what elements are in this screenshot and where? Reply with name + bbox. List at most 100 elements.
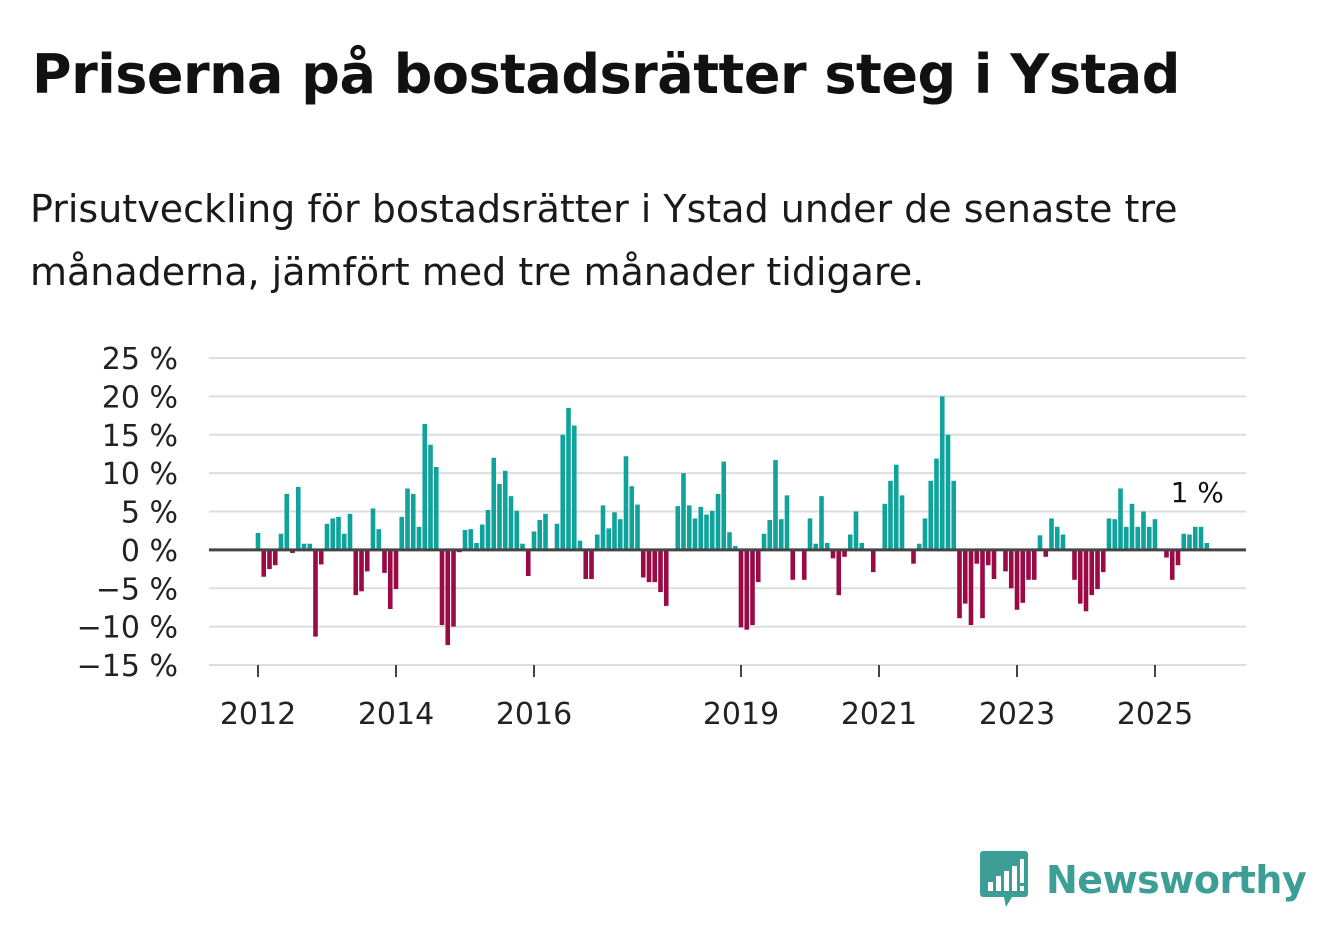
- bar: [727, 532, 732, 550]
- bar: [773, 460, 778, 550]
- bar: [646, 549, 652, 583]
- bar: [1003, 549, 1008, 572]
- bar: [353, 549, 359, 596]
- bar: [1089, 549, 1095, 596]
- bar: [290, 549, 295, 553]
- bar: [721, 461, 727, 550]
- bar: [612, 512, 617, 550]
- bar: [1146, 526, 1152, 550]
- bar: [755, 549, 761, 583]
- bar: [1118, 488, 1123, 550]
- y-tick-label: 0 %: [121, 534, 178, 569]
- bar: [514, 510, 520, 550]
- bar: [589, 549, 594, 580]
- bar: [974, 549, 980, 564]
- bar: [267, 549, 272, 570]
- bar: [916, 543, 922, 550]
- bar: [577, 540, 583, 550]
- x-tick-label: 2023: [979, 697, 1055, 732]
- bar: [617, 519, 623, 550]
- bar: [359, 549, 364, 592]
- bar: [295, 486, 301, 550]
- bar: [387, 549, 393, 609]
- x-axis-ticks: 2012 2014 2016 2019 2021 2023 2025: [220, 665, 1193, 732]
- bar: [491, 457, 497, 550]
- bar: [888, 480, 893, 550]
- bar: [416, 526, 422, 550]
- bar: [272, 549, 278, 566]
- bar: [462, 529, 468, 550]
- y-tick-label: −10 %: [77, 611, 178, 646]
- bar: [1152, 519, 1158, 550]
- bar: [709, 510, 715, 550]
- bar: [738, 549, 744, 628]
- bar: [658, 549, 663, 593]
- bar: [824, 542, 830, 550]
- bar: [1135, 526, 1141, 550]
- bar: [422, 424, 428, 550]
- bar-chart-speech-icon: [980, 851, 1028, 907]
- bar: [410, 493, 416, 550]
- bar: [502, 470, 508, 550]
- x-tick-label: 2025: [1117, 697, 1193, 732]
- bar: [692, 518, 698, 550]
- bar: [485, 509, 491, 550]
- bar: [1083, 549, 1089, 612]
- bar: [911, 549, 916, 564]
- bar: [767, 519, 773, 550]
- y-tick-label: 10 %: [102, 457, 178, 492]
- bar: [261, 549, 267, 577]
- bar: [428, 444, 433, 550]
- bar: [1169, 549, 1175, 580]
- bar: [962, 549, 968, 604]
- bar: [836, 549, 842, 596]
- bar: [859, 542, 865, 550]
- bar: [318, 549, 324, 565]
- bar: [1008, 549, 1014, 589]
- bar: [433, 466, 439, 550]
- bar: [1054, 526, 1060, 550]
- bar: [813, 543, 819, 550]
- x-tick-label: 2021: [841, 697, 917, 732]
- bar: [301, 543, 307, 550]
- bar: [922, 518, 928, 550]
- x-tick-label: 2012: [220, 697, 296, 732]
- bar: [686, 505, 692, 550]
- bar: [623, 456, 629, 550]
- chart-title: Priserna på bostadsrätter steg i Ystad: [32, 43, 1180, 106]
- bar: [635, 504, 640, 550]
- bar: [985, 549, 991, 566]
- bar: [531, 531, 537, 550]
- bar: [663, 549, 669, 606]
- bar: [255, 532, 261, 550]
- y-tick-label: −5 %: [96, 572, 178, 607]
- bar: [508, 496, 514, 550]
- bar: [968, 549, 974, 626]
- bar: [853, 511, 859, 550]
- bar: [497, 483, 502, 550]
- bar: [784, 495, 790, 550]
- bar: [893, 464, 899, 550]
- bar: [520, 543, 525, 550]
- bar: [1204, 542, 1210, 550]
- bar: [1014, 549, 1020, 610]
- bar: [600, 505, 606, 550]
- bar: [807, 518, 813, 550]
- bar: [732, 546, 738, 550]
- y-tick-label: 25 %: [102, 342, 178, 377]
- bar: [842, 549, 847, 557]
- newsworthy-logo: Newsworthy: [980, 850, 1307, 910]
- bar: [376, 529, 382, 550]
- bar: [715, 493, 721, 550]
- bar: [934, 458, 939, 550]
- x-tick-label: 2016: [496, 697, 572, 732]
- y-tick-label: −15 %: [77, 649, 178, 684]
- bar: [899, 495, 905, 550]
- bar: [284, 493, 290, 550]
- bar: [1037, 535, 1043, 550]
- bar: [1100, 549, 1106, 573]
- bar: [560, 434, 566, 550]
- x-tick-label: 2019: [703, 697, 779, 732]
- bar: [393, 549, 399, 590]
